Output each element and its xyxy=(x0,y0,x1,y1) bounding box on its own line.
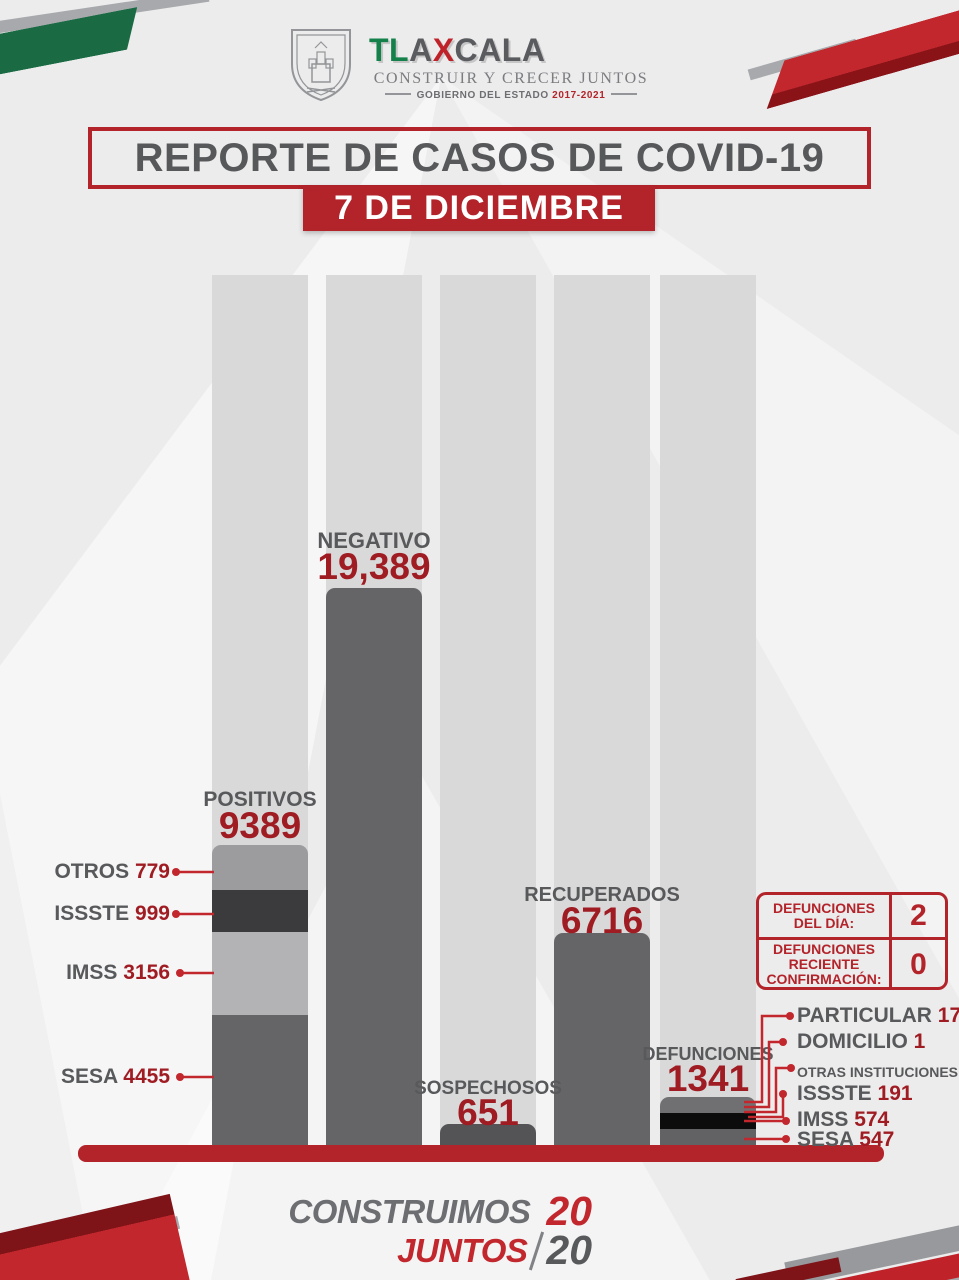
breakdown-label-particular: PARTICULAR 17 xyxy=(797,1004,959,1028)
brand-tagline: CONSTRUIR Y CRECER JUNTOS xyxy=(373,70,649,87)
breakdown-value: 999 xyxy=(134,902,170,925)
deaths-summary-table: DEFUNCIONES DEL DÍA: 2 DEFUNCIONES RECIE… xyxy=(756,892,948,990)
footer-year-bottom: 20 xyxy=(546,1227,592,1273)
bar-sospechosos xyxy=(440,1124,536,1148)
column-track-sospechosos xyxy=(440,275,536,1148)
wordmark-a: A xyxy=(409,32,433,68)
bar-negativo xyxy=(326,588,422,1148)
breakdown-value: 3156 xyxy=(123,961,170,984)
breakdown-name: ISSSTE xyxy=(54,902,130,925)
government-text: GOBIERNO DEL ESTADO xyxy=(416,90,549,101)
breakdown-label-otras-instituciones: OTRAS INSTITUCIONES 11 xyxy=(797,1059,959,1083)
bar-positivos-segment-otros xyxy=(212,845,308,890)
breakdown-label-imss-def: IMSS 574 xyxy=(797,1108,889,1132)
slash-decoration xyxy=(529,1231,545,1270)
bar-label-positivos: POSITIVOS xyxy=(203,788,317,811)
report-title: REPORTE DE CASOS DE COVID-19 xyxy=(134,135,825,180)
table-row-label: DEFUNCIONES DEL DÍA: xyxy=(773,899,875,931)
bar-value-negativo: 19,389 xyxy=(317,546,431,587)
breakdown-label-sesa: SESA 4455 xyxy=(0,1065,170,1089)
breakdown-name: OTRAS INSTITUCIONES xyxy=(797,1064,959,1080)
dash-decoration xyxy=(384,92,411,95)
breakdown-value: 574 xyxy=(854,1108,890,1131)
coat-of-arms-icon xyxy=(291,29,351,102)
breakdown-name: ISSSTE xyxy=(797,1082,872,1105)
bar-value-positivos: 9389 xyxy=(218,805,302,846)
breakdown-name: IMSS xyxy=(66,961,118,984)
breakdown-label-issste-def: ISSSTE 191 xyxy=(797,1082,913,1106)
bar-defunciones-segment-imss xyxy=(660,1113,756,1129)
corner-ribbon-top-right-red xyxy=(755,4,959,109)
brand-government-line: GOBIERNO DEL ESTADO 2017-2021 xyxy=(361,90,661,101)
bar-label-recuperados: RECUPERADOS xyxy=(524,884,680,906)
bar-value-recuperados: 6716 xyxy=(560,900,644,941)
footer-wordmark: CONSTRUIMOS 20 JUNTOS 20 xyxy=(288,1188,592,1274)
footer-line-2: JUNTOS 20 xyxy=(330,1227,592,1274)
wordmark-cala: CALA xyxy=(454,32,546,68)
slash-decoration xyxy=(532,1192,545,1231)
chart-baseline xyxy=(78,1145,884,1162)
bar-value-sospechosos: 651 xyxy=(457,1092,519,1133)
report-title-box: REPORTE DE CASOS DE COVID-19 xyxy=(88,127,871,189)
table-row-label: DEFUNCIONES RECIENTE CONFIRMACIÓN: xyxy=(759,937,889,987)
breakdown-label-imss: IMSS 3156 xyxy=(0,961,170,985)
breakdown-value: 1 xyxy=(913,1030,926,1053)
footer-year-top: 20 xyxy=(546,1188,592,1234)
breakdown-value: 547 xyxy=(859,1128,895,1151)
breakdown-name: OTROS xyxy=(54,860,130,883)
bar-label-negativo: NEGATIVO xyxy=(317,528,431,553)
breakdown-value: 17 xyxy=(937,1004,959,1027)
government-term: 2017-2021 xyxy=(552,90,606,101)
dash-decoration xyxy=(611,92,638,95)
breakdown-value: 191 xyxy=(877,1082,913,1105)
table-row-value: 0 xyxy=(889,937,945,987)
report-date: 7 DE DICIEMBRE xyxy=(334,189,624,227)
bar-defunciones-segment-sesa xyxy=(660,1129,756,1148)
footer-word-juntos: JUNTOS xyxy=(397,1231,528,1269)
table-row-value: 2 xyxy=(889,895,945,937)
breakdown-label-issste: ISSSTE 999 xyxy=(0,902,170,926)
footer-word-construimos: CONSTRUIMOS xyxy=(288,1192,531,1230)
breakdown-name: SESA xyxy=(61,1065,118,1088)
bar-positivos-segment-imss xyxy=(212,932,308,1015)
bar-defunciones-segment-otros xyxy=(660,1097,756,1113)
breakdown-name: DOMICILIO xyxy=(797,1030,908,1053)
breakdown-label-sesa-def: SESA 547 xyxy=(797,1128,894,1152)
report-date-banner: 7 DE DICIEMBRE xyxy=(303,186,655,231)
breakdown-name: SESA xyxy=(797,1128,854,1151)
breakdown-name: IMSS xyxy=(797,1108,849,1131)
wordmark-tl: TL xyxy=(369,32,410,68)
bar-label-sospechosos: SOSPECHOSOS xyxy=(414,1078,562,1099)
wordmark-x: X xyxy=(432,32,455,68)
breakdown-value: 4455 xyxy=(123,1065,170,1088)
column-track-defunciones xyxy=(660,275,756,1148)
breakdown-label-otros: OTROS 779 xyxy=(0,860,170,884)
bar-recuperados xyxy=(554,933,650,1148)
bar-value-defunciones: 1341 xyxy=(666,1058,750,1099)
bar-label-defunciones: DEFUNCIONES xyxy=(642,1044,774,1064)
brand-wordmark: TLAXCALA xyxy=(369,32,649,69)
bar-positivos-segment-sesa xyxy=(212,1015,308,1148)
breakdown-label-domicilio: DOMICILIO 1 xyxy=(797,1030,925,1054)
footer-line-1: CONSTRUIMOS 20 xyxy=(288,1188,592,1235)
bar-positivos-segment-issste xyxy=(212,890,308,932)
breakdown-name: PARTICULAR xyxy=(797,1004,932,1027)
breakdown-value: 779 xyxy=(134,860,170,883)
